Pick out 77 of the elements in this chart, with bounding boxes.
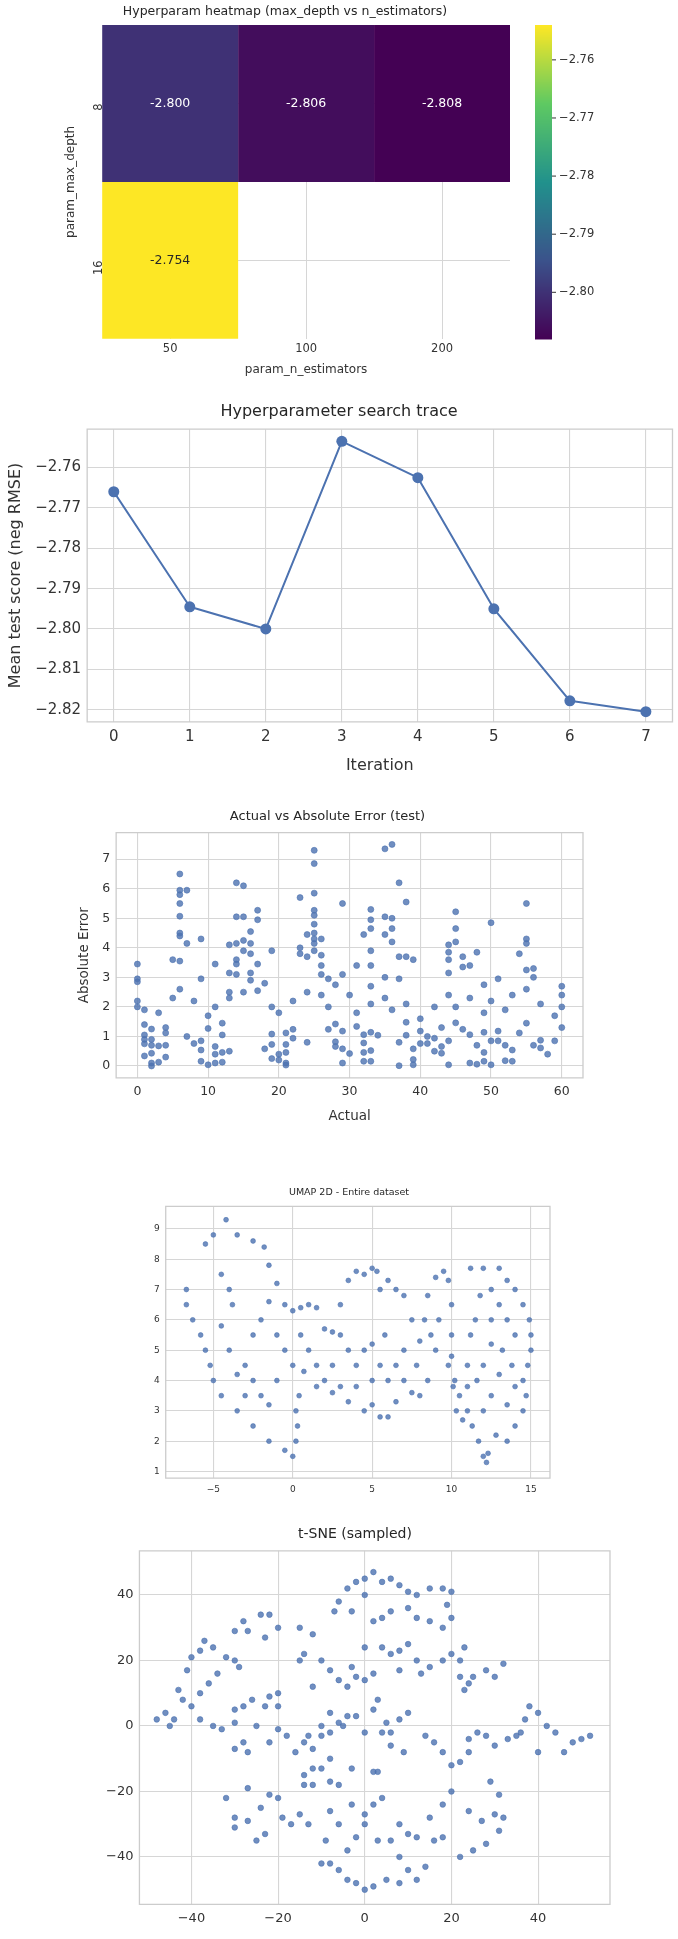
y-tick-label: −2.80 [35,618,82,637]
x-tick-label: 3 [337,726,347,745]
chart-title: UMAP 2D - Entire dataset [288,1186,410,1198]
y-tick-label: 1 [153,1465,160,1476]
x-tick-label: 0 [360,1909,369,1925]
x-tick-label: 50 [162,340,178,355]
y-tick-label: 8 [153,1253,160,1264]
chart-title: t-SNE (sampled) [298,1525,412,1542]
y-tick-label: −2.77 [35,497,82,516]
y-tick-label: 3 [153,1405,160,1416]
x-tick-label: 10 [445,1483,458,1494]
x-tick-label: 0 [289,1483,296,1494]
chart-title: Actual vs Absolute Error (test) [229,808,426,824]
y-tick-label: −2.81 [35,659,82,678]
x-tick-label: 7 [641,726,651,745]
x-tick-label: 100 [295,340,318,355]
x-tick-label: 1 [185,726,195,745]
x-axis-title: Actual [328,1107,371,1124]
y-tick-label: 8 [91,103,106,111]
x-tick-label: 40 [529,1909,547,1925]
y-axis-title: Absolute Error [74,906,91,1004]
x-tick-label: 5 [369,1483,376,1494]
x-tick-label: 4 [413,726,423,745]
y-tick-label: 40 [116,1586,134,1602]
x-axis-title: Iteration [345,754,414,774]
x-tick-label: 2 [261,726,271,745]
x-tick-label: −5 [206,1483,220,1494]
y-tick-label: 6 [153,1314,160,1325]
y-tick-label: −20 [106,1782,134,1798]
y-tick-label: 7 [102,850,111,866]
y-tick-label: −40 [106,1848,134,1864]
data-label: -2.806 [285,94,327,110]
y-tick-label: −2.79 [35,578,82,597]
y-tick-label: 0 [125,1717,134,1733]
x-tick-label: −40 [177,1909,206,1925]
x-tick-label: 6 [565,726,575,745]
y-tick-label: 6 [102,879,111,895]
y-tick-label: 20 [116,1651,134,1667]
data-label: -2.754 [150,251,191,267]
x-tick-label: 20 [270,1082,287,1098]
x-tick-label: 40 [412,1082,429,1098]
y-tick-label: 5 [153,1344,160,1355]
y-axis-title: Mean test score (neg RMSE) [4,462,24,689]
y-tick-label: 2 [153,1435,160,1446]
data-label: -2.800 [150,94,191,110]
x-tick-label: 15 [525,1483,537,1494]
y-tick-label: 4 [102,939,111,955]
x-tick-label: 5 [489,726,499,745]
y-tick-label: 3 [102,968,111,984]
color-bar-label: −2.77 [559,109,595,124]
x-tick-label: 20 [443,1909,460,1925]
y-tick-label: 5 [102,909,111,925]
color-bar-label: −2.79 [559,226,595,241]
x-axis-title: param_n_estimators [244,361,368,376]
x-tick-label: 50 [483,1082,500,1098]
y-tick-label: 9 [153,1223,160,1234]
color-bar-label: −2.80 [559,284,595,299]
y-tick-label: −2.82 [35,699,82,718]
y-tick-label: −2.76 [35,457,82,476]
y-tick-label: 7 [153,1283,160,1294]
y-axis-title: param_max_depth [63,125,78,238]
y-tick-label: 4 [153,1374,160,1385]
chart-title: Hyperparam heatmap (max_depth vs n_estimators) [122,2,448,18]
color-bar-label: −2.76 [559,51,595,66]
data-label: -2.808 [421,94,463,110]
color-bar-label: −2.78 [559,168,595,183]
y-tick-label: 16 [91,260,106,275]
y-tick-label: 0 [102,1057,111,1073]
x-tick-label: 10 [200,1082,217,1098]
x-tick-label: 30 [341,1082,358,1098]
y-tick-label: 1 [102,1027,111,1043]
x-tick-label: −20 [264,1909,292,1925]
chart-title: Hyperparameter search trace [220,400,458,420]
x-tick-label: 60 [553,1082,570,1098]
x-tick-label: 200 [431,340,454,355]
y-tick-label: −2.78 [35,538,82,557]
y-tick-label: 2 [102,998,111,1014]
